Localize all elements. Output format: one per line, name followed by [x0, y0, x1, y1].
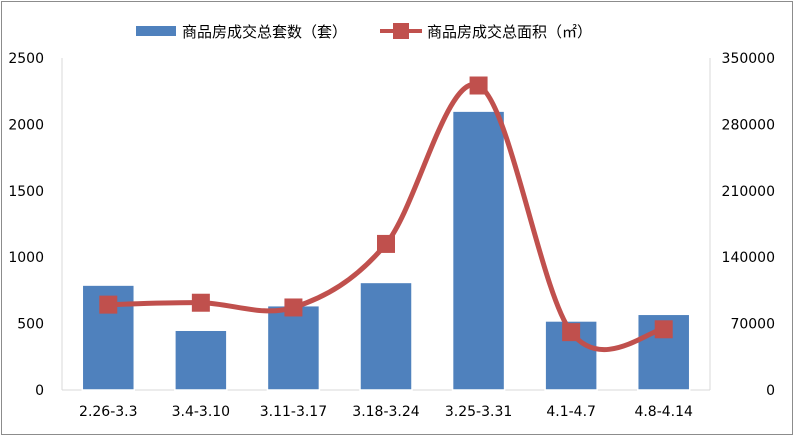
- left-axis-ticks: 0 500 1000 1500 2000 2500: [8, 51, 44, 399]
- left-tick-label: 2500: [8, 51, 44, 67]
- x-tick-label: 3.25-3.31: [445, 404, 512, 420]
- left-tick-label: 1500: [8, 184, 44, 200]
- bar: [174, 329, 228, 391]
- right-tick-label: 210000: [722, 184, 775, 200]
- line-marker: [377, 234, 395, 253]
- line-marker: [191, 293, 210, 312]
- right-tick-label: 350000: [722, 51, 775, 67]
- left-tick-label: 0: [35, 383, 44, 399]
- legend-line-label: 商品房成交总面积（㎡）: [427, 23, 592, 41]
- x-tick-label: 4.8-4.14: [634, 404, 693, 420]
- x-axis-ticks: 2.26-3.3 3.4-3.10 3.11-3.17 3.18-3.24 3.25-3…: [79, 404, 693, 420]
- x-tick-label: 4.1-4.7: [546, 404, 596, 420]
- left-tick-label: 500: [17, 317, 44, 333]
- legend: 商品房成交总套数（套） 商品房成交总面积（㎡）: [136, 23, 592, 41]
- line-marker: [284, 298, 303, 317]
- left-tick-label: 2000: [8, 117, 44, 133]
- right-axis-ticks: 0 70000 140000 210000 280000 350000: [722, 51, 775, 399]
- bar-series: [81, 110, 691, 391]
- left-tick-label: 1000: [8, 250, 44, 266]
- x-tick-label: 3.11-3.17: [260, 404, 327, 420]
- legend-bar-label: 商品房成交总套数（套）: [182, 23, 347, 41]
- legend-line-marker: [393, 23, 409, 39]
- right-tick-label: 140000: [722, 250, 775, 266]
- line-series: [99, 76, 673, 353]
- line-marker: [99, 295, 118, 314]
- legend-bar-swatch: [136, 26, 176, 36]
- bar: [359, 281, 413, 391]
- x-tick-label: 3.4-3.10: [172, 404, 231, 420]
- right-tick-label: 280000: [722, 117, 775, 133]
- right-tick-label: 0: [766, 383, 775, 399]
- x-tick-label: 3.18-3.24: [352, 404, 419, 420]
- line-marker: [469, 76, 488, 95]
- bar: [266, 304, 321, 391]
- bar: [451, 110, 506, 391]
- right-tick-label: 70000: [730, 317, 775, 333]
- line-marker: [654, 320, 673, 339]
- x-tick-label: 2.26-3.3: [79, 404, 138, 420]
- line-marker: [562, 323, 581, 342]
